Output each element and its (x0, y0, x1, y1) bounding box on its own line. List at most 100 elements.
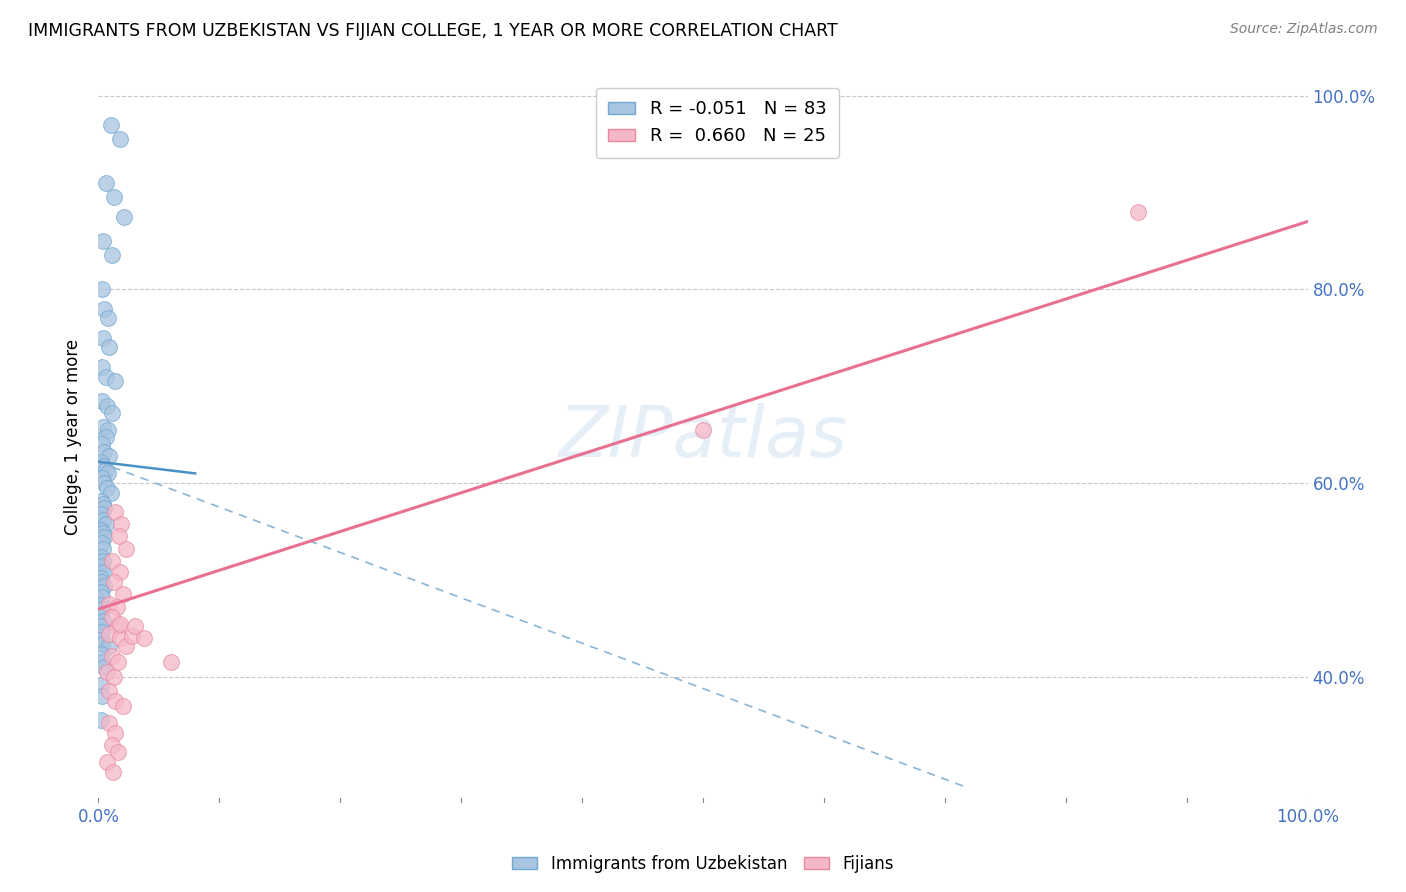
Point (108, 566, 131, 580)
Point (91, 553, 114, 567)
Point (124, 619, 146, 633)
Point (91, 282, 114, 296)
Point (134, 631, 156, 645)
Point (91, 513, 114, 527)
Point (98, 341, 121, 355)
Point (115, 639, 138, 653)
Point (108, 529, 131, 543)
Point (93, 501, 115, 516)
Point (94, 516, 117, 531)
Point (96, 755, 118, 769)
Point (91, 637, 114, 651)
Point (90, 619, 112, 633)
Point (1128, 204, 1150, 219)
Point (100, 118, 122, 132)
Point (103, 574, 125, 589)
Point (96, 399, 118, 413)
Point (108, 631, 131, 645)
Point (110, 516, 132, 531)
Point (91, 541, 114, 556)
Point (90, 507, 112, 521)
Point (91, 690, 114, 704)
Point (108, 616, 131, 631)
Point (692, 423, 714, 437)
Point (93, 579, 115, 593)
Point (93, 660, 115, 674)
Point (97, 423, 120, 437)
Point (91, 331, 114, 345)
Point (90, 493, 112, 508)
Point (97, 467, 120, 481)
Point (104, 505, 127, 519)
Point (97, 311, 120, 326)
Point (107, 656, 129, 670)
Point (98, 597, 121, 611)
Point (91, 526, 114, 541)
Point (100, 406, 122, 420)
Text: IMMIGRANTS FROM UZBEKISTAN VS FIJIAN COLLEGE, 1 YEAR OR MORE CORRELATION CHART: IMMIGRANTS FROM UZBEKISTAN VS FIJIAN COL… (28, 22, 838, 40)
Point (104, 694, 127, 708)
Point (98, 627, 121, 641)
Point (100, 648, 122, 663)
Point (91, 393, 114, 408)
Point (103, 670, 125, 684)
Point (91, 420, 114, 434)
Point (94, 369, 117, 384)
Point (160, 656, 183, 670)
Legend: Immigrants from Uzbekistan, Fijians: Immigrants from Uzbekistan, Fijians (506, 848, 900, 880)
Point (90, 714, 112, 728)
Point (90, 549, 112, 564)
Point (115, 541, 138, 556)
Point (90, 607, 112, 622)
Point (94, 429, 117, 443)
Point (90, 571, 112, 585)
Point (93, 476, 115, 491)
Point (100, 609, 122, 624)
Point (98, 449, 121, 463)
Point (90, 647, 112, 661)
Point (90, 677, 112, 691)
Point (90, 633, 112, 648)
Point (91, 574, 114, 589)
Point (96, 665, 118, 679)
Point (103, 190, 125, 204)
Point (112, 210, 135, 224)
Point (96, 481, 118, 495)
Point (90, 584, 112, 599)
Point (100, 248, 122, 262)
Point (91, 359, 114, 374)
Point (91, 602, 114, 616)
Point (91, 497, 114, 511)
Point (101, 764, 124, 779)
Text: ZIPatlas: ZIPatlas (558, 402, 848, 472)
Point (90, 455, 112, 469)
Point (121, 629, 143, 643)
Text: Source: ZipAtlas.com: Source: ZipAtlas.com (1230, 22, 1378, 37)
Point (91, 234, 114, 248)
Point (93, 301, 115, 316)
Point (98, 639, 121, 653)
Point (93, 445, 115, 459)
Point (90, 598, 112, 612)
Point (91, 559, 114, 574)
Point (91, 614, 114, 628)
Point (100, 485, 122, 500)
Point (100, 738, 122, 752)
Point (98, 716, 121, 731)
Point (111, 698, 134, 713)
Point (98, 684, 121, 698)
Point (107, 746, 129, 760)
Legend: R = -0.051   N = 83, R =  0.660   N = 25: R = -0.051 N = 83, R = 0.660 N = 25 (596, 87, 839, 158)
Point (91, 566, 114, 580)
Point (100, 553, 122, 567)
Point (91, 656, 114, 670)
Point (91, 437, 114, 451)
Point (91, 536, 114, 550)
Point (93, 530, 115, 544)
Point (105, 600, 128, 615)
Point (91, 471, 114, 485)
Point (107, 619, 129, 633)
Point (94, 462, 117, 476)
Point (90, 523, 112, 537)
Point (104, 375, 127, 389)
